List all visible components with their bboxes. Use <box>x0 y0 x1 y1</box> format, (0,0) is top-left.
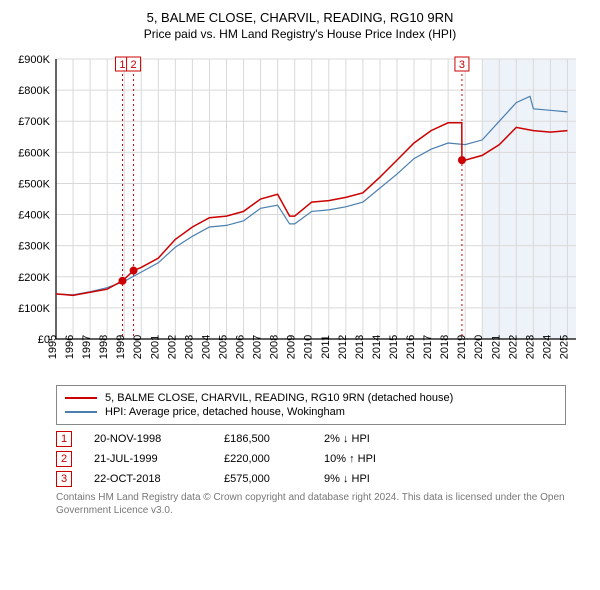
event-marker-dot <box>118 277 126 285</box>
y-tick-label: £400K <box>18 210 50 222</box>
event-number-box: 1 <box>56 431 72 447</box>
page-subtitle: Price paid vs. HM Land Registry's House … <box>8 27 592 41</box>
event-pct: 2% ↓ HPI <box>324 433 444 445</box>
y-tick-label: £100K <box>18 303 50 315</box>
event-table: 1 20-NOV-1998£186,5002% ↓ HPI 2 21-JUL-1999… <box>56 431 566 487</box>
y-tick-label: £900K <box>18 54 50 66</box>
event-pct: 10% ↑ HPI <box>324 453 444 465</box>
y-tick-label: £800K <box>18 85 50 97</box>
event-marker-number: 2 <box>131 59 137 71</box>
event-date: 20-NOV-1998 <box>94 433 224 445</box>
event-number-box: 2 <box>56 451 72 467</box>
event-price: £220,000 <box>224 453 324 465</box>
legend-row: 5, BALME CLOSE, CHARVIL, READING, RG10 9… <box>65 392 557 404</box>
legend-row: HPI: Average price, detached house, Woki… <box>65 406 557 418</box>
event-row: 3 22-OCT-2018£575,0009% ↓ HPI <box>56 471 566 487</box>
legend-box: 5, BALME CLOSE, CHARVIL, READING, RG10 9… <box>56 385 566 425</box>
event-row: 1 20-NOV-1998£186,5002% ↓ HPI <box>56 431 566 447</box>
y-tick-label: £500K <box>18 178 50 190</box>
legend-label: 5, BALME CLOSE, CHARVIL, READING, RG10 9… <box>105 392 453 404</box>
legend-label: HPI: Average price, detached house, Woki… <box>105 406 345 418</box>
event-price: £575,000 <box>224 473 324 485</box>
event-row: 2 21-JUL-1999£220,00010% ↑ HPI <box>56 451 566 467</box>
future-band <box>482 59 576 339</box>
chart-svg: £0£100K£200K£300K£400K£500K£600K£700K£80… <box>8 49 592 379</box>
legend-swatch <box>65 397 97 399</box>
y-tick-label: £600K <box>18 147 50 159</box>
event-price: £186,500 <box>224 433 324 445</box>
event-date: 21-JUL-1999 <box>94 453 224 465</box>
legend-swatch <box>65 411 97 413</box>
event-number-box: 3 <box>56 471 72 487</box>
y-tick-label: £200K <box>18 272 50 284</box>
event-date: 22-OCT-2018 <box>94 473 224 485</box>
attribution-text: Contains HM Land Registry data © Crown c… <box>56 491 566 517</box>
y-tick-label: £300K <box>18 241 50 253</box>
chart-container: £0£100K£200K£300K£400K£500K£600K£700K£80… <box>8 49 592 379</box>
event-marker-number: 3 <box>459 59 465 71</box>
event-marker-dot <box>458 156 466 164</box>
event-marker-dot <box>130 267 138 275</box>
y-tick-label: £700K <box>18 116 50 128</box>
event-marker-number: 1 <box>119 59 125 71</box>
event-pct: 9% ↓ HPI <box>324 473 444 485</box>
page-title: 5, BALME CLOSE, CHARVIL, READING, RG10 9… <box>8 10 592 25</box>
